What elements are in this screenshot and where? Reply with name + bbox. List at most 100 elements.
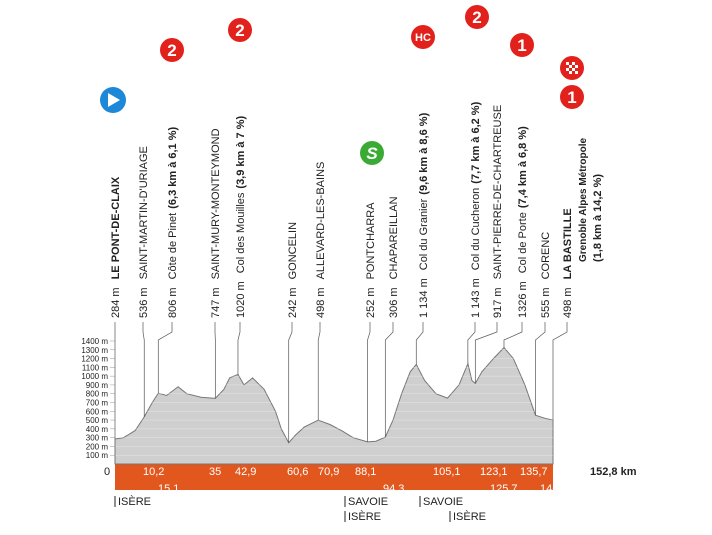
waypoint-altitude: 536 m: [138, 287, 150, 318]
km-label: 35: [209, 466, 221, 478]
region-label: SAVOIE: [423, 496, 463, 508]
waypoint-name: SAINT-MARTIN-D'URIAGE: [138, 146, 150, 279]
y-tick-label: 600 m: [86, 407, 109, 416]
waypoint-label: 252 m PONTCHARRA: [365, 202, 377, 318]
waypoint-altitude: 806 m: [167, 287, 179, 318]
climb-info: (7,4 km à 6,8 %): [517, 126, 529, 208]
checker: [575, 65, 578, 68]
km-label: 125,7: [490, 483, 518, 495]
km-label: 146,7: [540, 483, 568, 495]
badge-text: 1: [567, 88, 576, 107]
waypoint-label: 242 m GONCELIN: [287, 222, 299, 318]
waypoint-name: Côte de Pinet: [167, 213, 179, 280]
km-label: 0: [104, 466, 110, 478]
waypoint-label: 284 m LE PONT-DE-CLAIX: [110, 176, 122, 318]
badge-text: 2: [235, 21, 244, 40]
climb-info: (1,8 km à 14,2 %): [592, 174, 604, 262]
waypoint-label: 498 m LA BASTILLE: [562, 208, 574, 318]
waypoint-name: ALLEVARD-LES-BAINS: [315, 162, 327, 280]
waypoint-name: Col des Mouilles: [235, 192, 247, 273]
checker: [572, 68, 575, 71]
y-tick-label: 200 m: [86, 442, 109, 451]
checker: [566, 68, 569, 71]
y-tick-label: 1400 m: [81, 337, 108, 346]
y-tick-label: 500 m: [86, 416, 109, 425]
badge-text: 2: [472, 8, 481, 27]
y-tick-label: 700 m: [86, 399, 109, 408]
waypoint-altitude: 284 m: [110, 287, 122, 318]
checker: [566, 62, 569, 65]
waypoint-altitude: 306 m: [388, 287, 400, 318]
km-label: 152,8 km: [590, 466, 637, 478]
waypoint-label: 536 m SAINT-MARTIN-D'URIAGE: [138, 146, 150, 318]
checker: [569, 71, 572, 74]
waypoint-altitude: 1020 m: [235, 281, 247, 318]
y-tick-label: 1300 m: [81, 346, 108, 355]
waypoint-label: 498 m ALLEVARD-LES-BAINS: [315, 162, 327, 318]
waypoint-label: 1 143 mCol du Cucheron(7,7 km à 6,2 %): [470, 101, 482, 318]
waypoint-name: GONCELIN: [287, 222, 299, 280]
waypoint-altitude: 498 m: [562, 287, 574, 318]
checker: [569, 65, 572, 68]
region-label: SAVOIE: [348, 496, 388, 508]
y-tick-label: 1000 m: [81, 372, 108, 381]
km-label: 10,2: [143, 466, 164, 478]
km-label: 94,3: [383, 483, 404, 495]
waypoint-label: 1 134 m Col du Granier (9,6 km à 8,6 %): [418, 112, 430, 318]
y-tick-label: 400 m: [86, 425, 109, 434]
y-tick-label: 800 m: [86, 390, 109, 399]
badge-text: S: [366, 144, 378, 163]
waypoint-name: CORENC: [540, 232, 552, 280]
waypoint-name: LA BASTILLE: [562, 208, 574, 279]
waypoint-altitude: 747 m: [210, 287, 222, 318]
waypoint-altitude: 917 m: [492, 287, 504, 318]
climb-info: (9,6 km à 8,6 %): [418, 112, 430, 194]
badge-text: HC: [415, 32, 431, 44]
waypoint-altitude: 498 m: [315, 287, 327, 318]
waypoint-name: CHAPAREILLAN: [388, 196, 400, 279]
y-tick-label: 100 m: [86, 451, 109, 460]
waypoint-label: 806 m Côte de Pinet (6,3 km à 6,1 %): [167, 126, 179, 318]
climb-info: (6,3 km à 6,1 %): [167, 126, 179, 208]
waypoint-label: 747 m SAINT-MURY-MONTEYMOND: [210, 128, 222, 318]
y-tick-label: 1200 m: [81, 355, 108, 364]
km-label: 105,1: [433, 466, 461, 478]
km-label: 15,1: [158, 483, 179, 495]
waypoint-altitude: 1 134 m: [418, 278, 430, 318]
waypoint-name: Col de Porte: [517, 212, 529, 273]
finish-subtitle: Grenoble Alpes Métropole: [578, 137, 589, 262]
waypoint-altitude: 252 m: [365, 287, 377, 318]
waypoint-altitude: 555 m: [540, 287, 552, 318]
waypoint-label: 1326 m Col de Porte (7,4 km à 6,8 %): [517, 126, 529, 318]
region-label: ISÈRE: [453, 510, 486, 523]
waypoint-altitude: 242 m: [287, 287, 299, 318]
waypoint-name: PONTCHARRA: [365, 202, 377, 280]
region-label: ISÈRE: [348, 510, 381, 523]
climb-info: (7,7 km à 6,2 %): [470, 101, 482, 183]
km-label: 70,9: [318, 466, 339, 478]
waypoint-name: LE PONT-DE-CLAIX: [110, 176, 122, 279]
checker: [575, 71, 578, 74]
region-label: ISÈRE: [118, 495, 151, 508]
waypoint-name: SAINT-MURY-MONTEYMOND: [210, 128, 222, 279]
waypoint-label: 1020 m Col des Mouilles (3,9 km à 7 %): [235, 116, 247, 319]
y-tick-label: 900 m: [86, 381, 109, 390]
waypoint-name: Col du Granier: [418, 198, 430, 270]
km-label: 88,1: [355, 466, 376, 478]
waypoint-label: 555 m CORENC: [540, 232, 552, 318]
km-label: 42,9: [235, 466, 256, 478]
badge-text: 1: [517, 36, 526, 55]
km-label: 135,7: [520, 466, 548, 478]
checker: [572, 62, 575, 65]
waypoint-name: Col du Cucheron: [470, 188, 482, 271]
climb-info: (3,9 km à 7 %): [235, 116, 247, 189]
waypoint-name: SAINT-PIERRE-DE-CHARTREUSE: [492, 105, 504, 280]
km-label: 60,6: [287, 466, 308, 478]
y-tick-label: 1100 m: [82, 363, 108, 372]
km-label: 123,1: [480, 466, 508, 478]
waypoint-label: 306 m CHAPAREILLAN: [388, 196, 400, 318]
badge-text: 2: [167, 41, 176, 60]
waypoint-altitude: 1326 m: [517, 281, 529, 318]
y-tick-label: 300 m: [86, 434, 109, 443]
